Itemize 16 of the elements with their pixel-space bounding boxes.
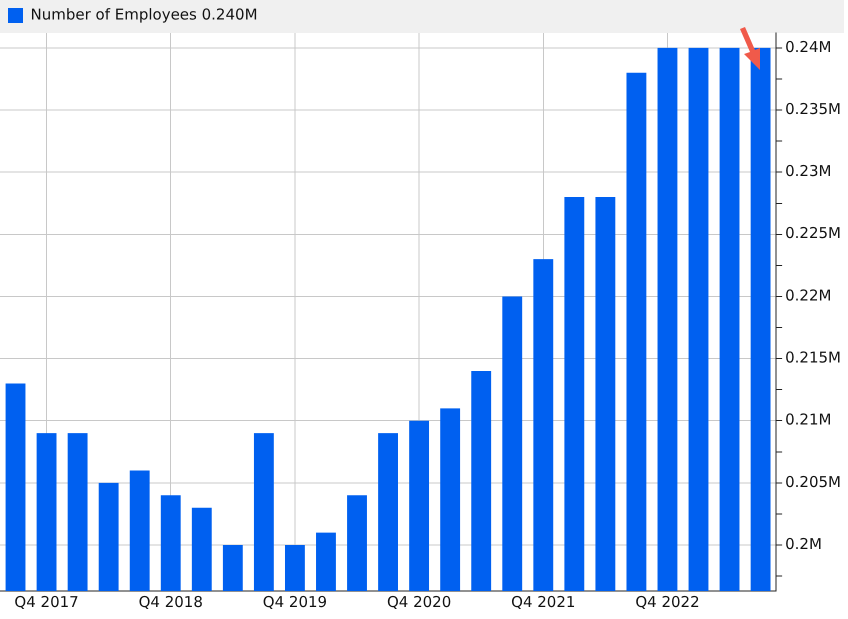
y-tick-label: 0.205M bbox=[785, 472, 842, 491]
y-tick-label: 0.21M bbox=[785, 410, 832, 429]
x-tick-label: Q4 2020 bbox=[386, 592, 452, 611]
x-tick-label: Q4 2018 bbox=[138, 592, 203, 611]
y-tick-label: 0.22M bbox=[785, 286, 832, 304]
x-tick-label: Q4 2019 bbox=[262, 592, 328, 611]
x-tick-label: Q4 2017 bbox=[14, 592, 79, 611]
y-tick-label: 0.235M bbox=[785, 100, 842, 118]
x-tick-label: Q4 2022 bbox=[635, 592, 700, 611]
y-tick-label: 0.225M bbox=[785, 224, 842, 242]
y-tick-label: 0.24M bbox=[785, 38, 832, 56]
y-tick-label: 0.2M bbox=[785, 534, 822, 553]
y-tick-label: 0.23M bbox=[785, 162, 832, 180]
y-tick-label: 0.215M bbox=[785, 348, 842, 366]
legend-label: Number of Employees 0.240M bbox=[30, 5, 258, 24]
x-tick-label: Q4 2021 bbox=[511, 592, 576, 611]
